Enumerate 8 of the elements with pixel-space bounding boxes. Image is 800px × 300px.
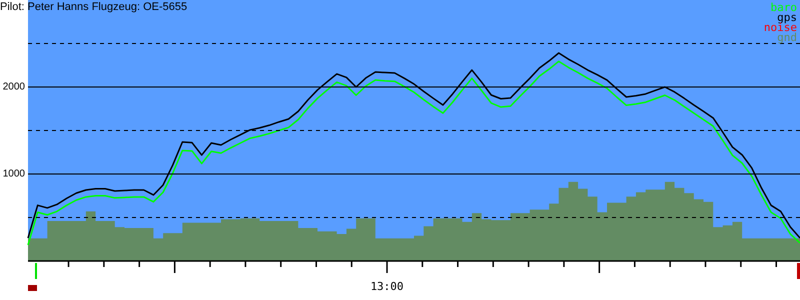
text: baro [770,1,797,14]
text: gnd [777,31,797,44]
y-tick-label: 2000 [2,82,26,92]
text: gps [777,11,797,24]
chart-title: Pilot: Peter Hanns Flugzeug: OE-5655 [0,1,188,13]
y-tick-label: 1000 [2,168,26,180]
legend-label: noise [764,21,797,34]
text: 13:00 [370,280,404,293]
